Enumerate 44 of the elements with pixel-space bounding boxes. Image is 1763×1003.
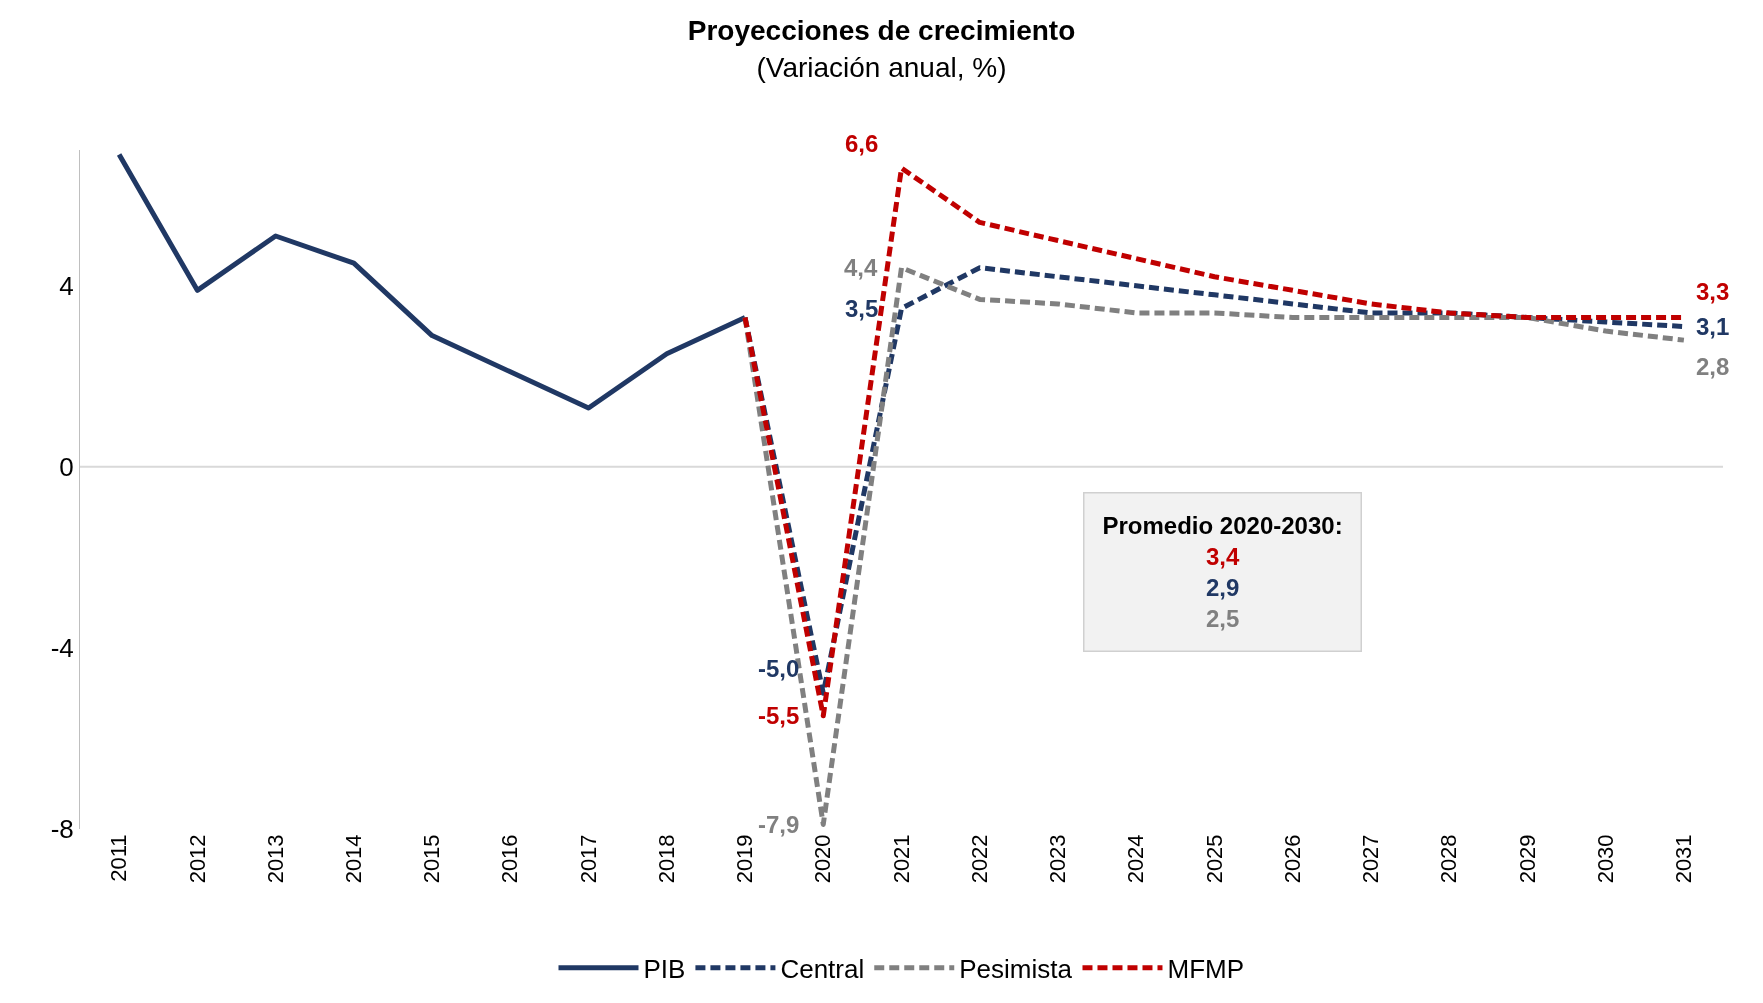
x-tick-label: 2019: [732, 834, 758, 884]
data-label: -5,5: [758, 702, 800, 729]
x-tick-label: 2020: [810, 834, 836, 884]
y-tick-label: 0: [59, 451, 74, 482]
x-tick-label: 2016: [497, 834, 523, 884]
legend-label: Central: [780, 953, 865, 984]
annotation: 2,5: [1205, 605, 1240, 633]
legend-label: MFMP: [1167, 953, 1245, 984]
legend-label: PIB: [643, 953, 686, 984]
data-label: 4,4: [844, 254, 879, 281]
x-tick-label: 2017: [575, 834, 601, 884]
x-tick-label: 2013: [262, 834, 288, 884]
chart-title: Proyecciones de crecimiento: [687, 15, 1076, 47]
data-label: 3,1: [1696, 313, 1730, 340]
x-tick-label: 2027: [1358, 834, 1384, 884]
x-tick-label: 2025: [1201, 834, 1227, 884]
chart-subtitle: (Variación anual, %): [756, 51, 1007, 83]
y-tick-label: -8: [50, 814, 74, 845]
x-tick-label: 2012: [184, 834, 210, 884]
x-tick-label: 2031: [1671, 834, 1697, 884]
x-tick-label: 2011: [106, 834, 132, 882]
annotation: 3,4: [1205, 542, 1240, 570]
x-tick-label: 2023: [1045, 834, 1071, 884]
y-tick-label: -4: [50, 633, 74, 664]
data-label: 6,6: [845, 130, 879, 157]
data-label: -7,9: [758, 811, 800, 838]
data-label: 3,5: [845, 295, 879, 322]
data-label: 2,8: [1696, 353, 1730, 380]
x-tick-label: 2024: [1123, 834, 1149, 884]
x-tick-label: 2028: [1436, 834, 1462, 884]
x-tick-label: 2022: [966, 834, 992, 884]
data-label: 3,3: [1696, 278, 1730, 305]
x-tick-label: 2026: [1279, 834, 1305, 884]
y-tick-label: 4: [59, 270, 74, 301]
x-tick-label: 2030: [1592, 834, 1618, 884]
annotation: Promedio 2020-2030:: [1102, 511, 1343, 539]
x-tick-label: 2018: [653, 834, 679, 884]
x-tick-label: 2015: [419, 834, 445, 884]
x-tick-label: 2029: [1514, 834, 1540, 884]
data-label: -5,0: [758, 655, 800, 682]
annotation: 2,9: [1205, 573, 1240, 601]
x-tick-label: 2021: [888, 834, 914, 884]
x-tick-label: 2014: [340, 834, 366, 884]
legend-label: Pesimista: [959, 953, 1073, 984]
